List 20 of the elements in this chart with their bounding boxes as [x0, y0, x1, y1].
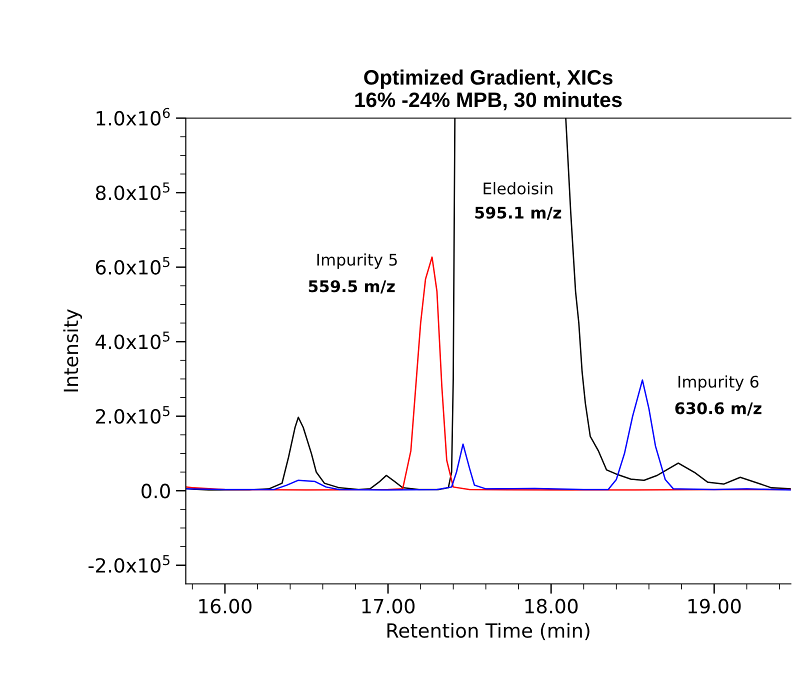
- annotation: 595.1 m/z: [475, 206, 562, 220]
- y-tick-label: 6.0x10$^{5}$: [96, 257, 170, 275]
- annotation: Impurity 5: [317, 253, 397, 269]
- x-axis-title: Retention Time (min): [387, 622, 590, 640]
- x-tick-label: 18.00: [525, 598, 578, 614]
- annotation: Eledoisin: [484, 182, 552, 194]
- y-tick-label: 8.0x10$^{5}$: [96, 182, 170, 200]
- y-tick-label: 4.0x10$^{5}$: [96, 332, 170, 350]
- y-axis-title: Intensity: [63, 309, 82, 392]
- annotation: 630.6 m/z: [675, 402, 762, 416]
- annotation: Impurity 6: [678, 375, 758, 391]
- x-tick-label: 16.00: [199, 598, 252, 614]
- y-tick-label: 1.0x10$^{6}$: [96, 108, 170, 126]
- x-tick-label: 17.00: [362, 598, 415, 614]
- x-tick-label: 19.00: [688, 598, 741, 614]
- y-tick-label: -2.0x10$^{5}$: [88, 555, 170, 573]
- y-tick-label: 0.0: [142, 484, 170, 498]
- y-tick-label: 2.0x10$^{5}$: [96, 406, 170, 424]
- annotation: 559.5 m/z: [308, 280, 395, 294]
- chart-title: Optimized Gradient, XICs 16% -24% MPB, 30 minutes: [355, 69, 622, 110]
